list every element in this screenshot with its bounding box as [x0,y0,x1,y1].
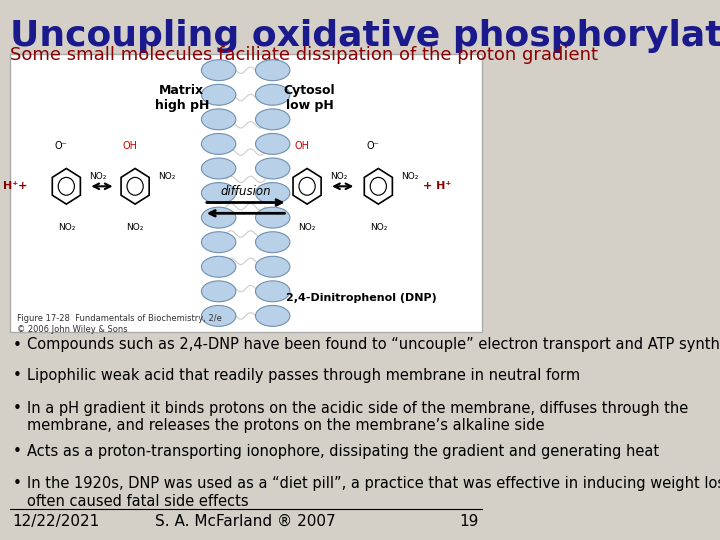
Ellipse shape [256,207,290,228]
Text: diffusion: diffusion [220,185,271,198]
Text: S. A. McFarland ® 2007: S. A. McFarland ® 2007 [156,514,336,529]
Text: Figure 17-28  Fundamentals of Biochemistry, 2/e
© 2006 John Wiley & Sons: Figure 17-28 Fundamentals of Biochemistr… [17,314,222,334]
Ellipse shape [202,306,236,326]
Ellipse shape [202,133,236,154]
Ellipse shape [202,232,236,253]
Text: OH: OH [122,141,138,151]
Ellipse shape [202,256,236,277]
Text: 12/22/2021: 12/22/2021 [12,514,99,529]
Ellipse shape [202,183,236,204]
Polygon shape [121,168,149,204]
Ellipse shape [202,158,236,179]
Ellipse shape [256,109,290,130]
Ellipse shape [256,60,290,80]
Text: Matrix
high pH: Matrix high pH [155,84,209,112]
Ellipse shape [256,133,290,154]
Ellipse shape [256,232,290,253]
Text: Compounds such as 2,4-DNP have been found to “uncouple” electron transport and A: Compounds such as 2,4-DNP have been foun… [27,338,720,353]
Text: NO₂: NO₂ [58,223,75,232]
Text: Some small molecules faciliate dissipation of the proton gradient: Some small molecules faciliate dissipati… [10,46,598,64]
Text: OH: OH [294,141,310,151]
FancyBboxPatch shape [10,54,482,332]
Text: •: • [12,368,21,383]
Ellipse shape [256,84,290,105]
Text: NO₂: NO₂ [402,172,419,181]
Text: Uncoupling oxidative phosphorylation: Uncoupling oxidative phosphorylation [10,19,720,53]
Text: 2,4-Dinitrophenol (DNP): 2,4-Dinitrophenol (DNP) [286,293,436,303]
Text: Acts as a proton-transporting ionophore, dissipating the gradient and generating: Acts as a proton-transporting ionophore,… [27,444,659,459]
Text: In a pH gradient it binds protons on the acidic side of the membrane, diffuses t: In a pH gradient it binds protons on the… [27,401,688,433]
Text: •: • [12,476,21,491]
Text: NO₂: NO₂ [89,172,107,181]
Text: Lipophilic weak acid that readily passes through membrane in neutral form: Lipophilic weak acid that readily passes… [27,368,580,383]
Text: •: • [12,444,21,459]
Ellipse shape [256,281,290,302]
Ellipse shape [202,109,236,130]
Ellipse shape [256,306,290,326]
Text: NO₂: NO₂ [330,172,348,181]
Text: H⁺+: H⁺+ [3,181,27,191]
Ellipse shape [202,281,236,302]
Ellipse shape [202,207,236,228]
Text: 19: 19 [459,514,479,529]
Ellipse shape [256,158,290,179]
Ellipse shape [256,256,290,277]
Ellipse shape [202,60,236,80]
Ellipse shape [202,84,236,105]
Polygon shape [293,168,321,204]
Text: NO₂: NO₂ [158,172,176,181]
Text: NO₂: NO₂ [298,223,316,232]
Text: + H⁺: + H⁺ [423,181,451,191]
Ellipse shape [256,183,290,204]
Text: Cytosol
low pH: Cytosol low pH [284,84,336,112]
Polygon shape [53,168,81,204]
Text: O⁻: O⁻ [54,141,67,151]
Polygon shape [364,168,392,204]
Text: •: • [12,401,21,416]
Text: O⁻: O⁻ [366,141,379,151]
Text: •: • [12,338,21,353]
Text: NO₂: NO₂ [127,223,144,232]
Text: In the 1920s, DNP was used as a “diet pill”, a practice that was effective in in: In the 1920s, DNP was used as a “diet pi… [27,476,720,509]
Text: NO₂: NO₂ [369,223,387,232]
